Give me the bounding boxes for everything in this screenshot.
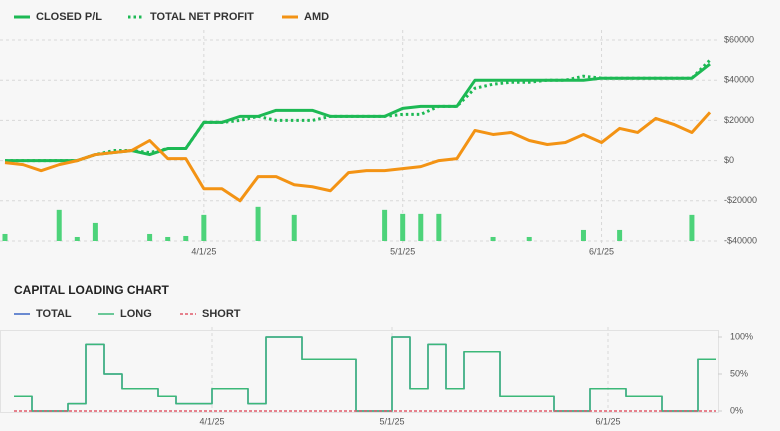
y-tick-label: $0 [724, 155, 734, 165]
bar [74, 236, 80, 241]
bar [165, 236, 171, 241]
bar [382, 209, 388, 241]
legend-label: TOTAL [36, 308, 72, 320]
legend-label: LONG [120, 308, 152, 320]
bar [2, 233, 8, 241]
y-tick-label: $60000 [724, 34, 754, 44]
bar [526, 236, 532, 241]
x-tick-label: 5/1/25 [390, 246, 415, 256]
bar [291, 214, 297, 241]
plot-frame [0, 330, 719, 413]
series-line [4, 111, 712, 203]
y-tick-label: $40000 [724, 75, 754, 85]
bar [436, 213, 442, 241]
bar [56, 209, 62, 241]
y-tick-label: -$40000 [724, 235, 757, 245]
bar [255, 206, 261, 241]
bar [580, 229, 586, 241]
legend-label: AMD [304, 11, 329, 23]
bar [183, 235, 189, 241]
bar [617, 229, 623, 241]
legend-label: SHORT [202, 308, 241, 320]
x-tick-label: 4/1/25 [191, 246, 216, 256]
series-line [5, 59, 712, 163]
legend-label: TOTAL NET PROFIT [150, 11, 254, 23]
y-tick-label: 50% [730, 368, 748, 378]
bar [400, 213, 406, 241]
chart-title: CAPITAL LOADING CHART [14, 283, 170, 297]
y-tick-label: $20000 [724, 115, 754, 125]
y-tick-label: 100% [730, 331, 753, 341]
y-tick-label: 0% [730, 405, 743, 415]
legend-label: CLOSED P/L [36, 11, 102, 23]
x-tick-label: 5/1/25 [379, 416, 404, 426]
x-tick-label: 6/1/25 [589, 246, 614, 256]
bar [92, 222, 98, 241]
y-tick-label: -$20000 [724, 195, 757, 205]
bar [418, 213, 424, 241]
bar [201, 214, 207, 241]
x-tick-label: 6/1/25 [595, 416, 620, 426]
x-tick-label: 4/1/25 [199, 416, 224, 426]
bar [490, 236, 496, 241]
bar [147, 233, 153, 241]
bar [689, 214, 695, 241]
